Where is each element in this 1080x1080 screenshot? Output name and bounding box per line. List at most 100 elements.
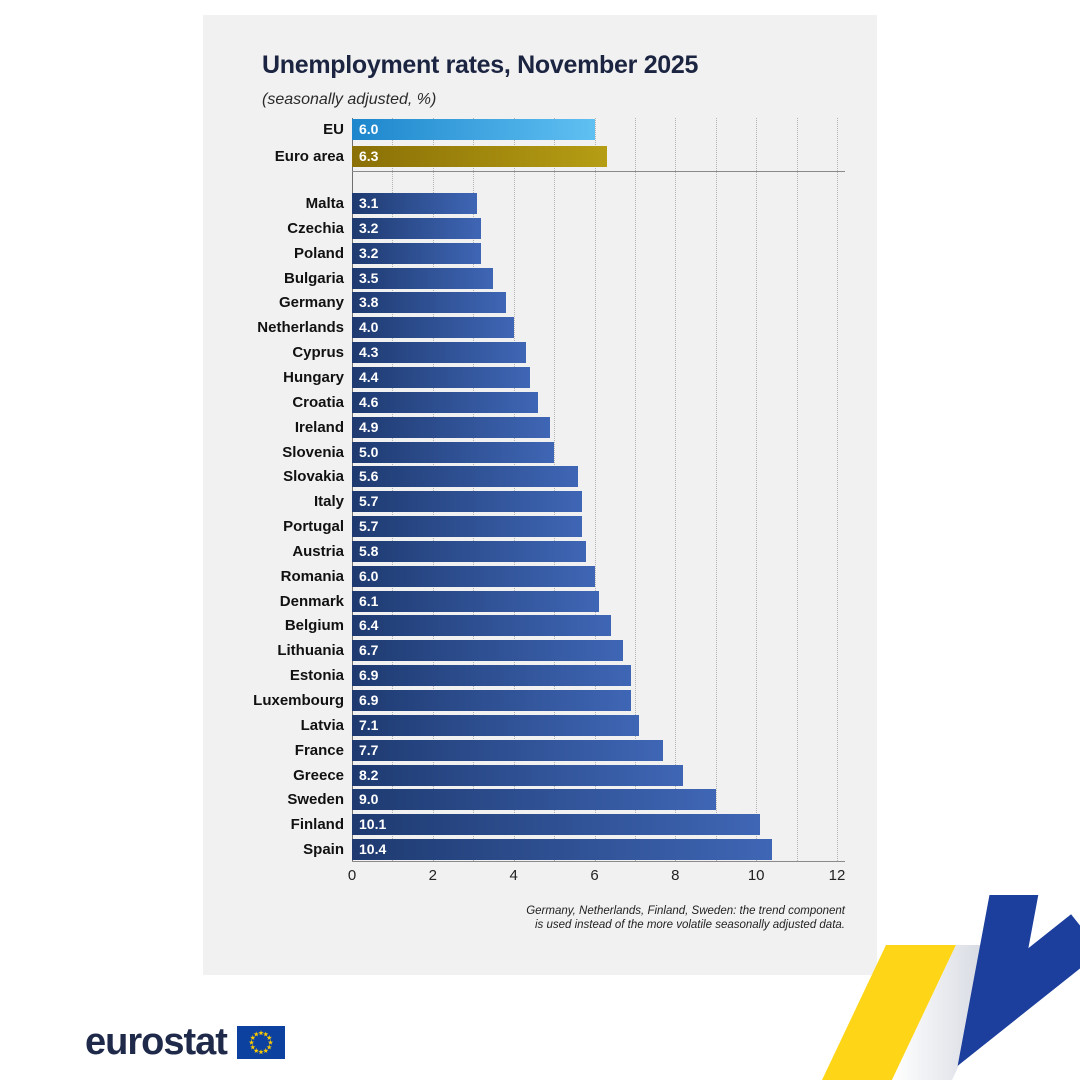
eu-flag-stars <box>248 1029 274 1054</box>
country-bar: 6.4 <box>352 615 611 637</box>
eu-flag-star <box>266 1034 272 1040</box>
country-bar: 5.0 <box>352 441 555 463</box>
bar-value-label: 6.4 <box>359 617 379 634</box>
eurostat-logo: eurostat <box>85 1022 285 1062</box>
country-bar: 3.2 <box>352 217 482 239</box>
country-bar: 6.9 <box>352 690 631 711</box>
bar-value-label: 5.8 <box>359 542 379 559</box>
bar-value-label: 4.0 <box>359 319 379 336</box>
bar-value-label: 5.6 <box>359 468 379 485</box>
gridline <box>634 118 636 861</box>
country-label: Latvia <box>300 716 344 734</box>
country-bar: 10.1 <box>352 814 761 836</box>
eu-flag-star <box>263 1030 269 1037</box>
bar-value-label: 7.7 <box>359 741 379 758</box>
country-label: Romania <box>280 567 344 585</box>
gridline <box>473 118 475 861</box>
country-bar: 7.7 <box>352 739 664 761</box>
bar-value-label: 5.0 <box>359 443 379 460</box>
gridline <box>796 118 798 861</box>
country-label: Croatia <box>292 393 344 411</box>
ribbon-blue <box>957 895 1080 1066</box>
country-bar: 5.7 <box>352 491 583 513</box>
bar-value-label: 8.2 <box>359 766 379 783</box>
country-bar: 10.4 <box>352 839 773 861</box>
country-bar: 6.7 <box>352 640 623 662</box>
country-label: Ireland <box>294 418 344 436</box>
bar-value-label: 5.7 <box>359 493 379 510</box>
x-axis-tick-label: 4 <box>509 867 518 884</box>
bar-value-label: 4.6 <box>359 393 379 410</box>
bar-value-label: 6.0 <box>359 121 379 137</box>
bar-value-label: 6.0 <box>359 567 379 584</box>
country-label: France <box>294 741 344 759</box>
country-label: Hungary <box>283 368 344 386</box>
country-bar: 6.1 <box>352 590 599 612</box>
country-bar: 3.8 <box>352 292 506 314</box>
country-label: Finland <box>290 816 344 834</box>
x-axis-tick-label: 8 <box>671 867 680 884</box>
country-bar: 7.1 <box>352 714 639 736</box>
bar-value-label: 6.7 <box>359 642 379 659</box>
brand-ribbon-graphic <box>822 895 1080 1080</box>
country-bar: 3.5 <box>352 267 494 289</box>
eu-flag-star <box>258 1048 264 1054</box>
chart-card: Unemployment rates, November 2025 (seaso… <box>203 15 877 975</box>
bar-value-label: 4.3 <box>359 344 379 361</box>
eu-flag-icon <box>236 1025 285 1059</box>
bar-value-label: 3.8 <box>359 294 379 311</box>
country-bar: 4.0 <box>352 317 514 339</box>
x-axis-tick-label: 0 <box>347 867 357 884</box>
bar-value-label: 6.9 <box>359 692 379 708</box>
eu-flag-star <box>253 1030 259 1037</box>
unemployment-bar-chart: 0 2 4 6 8 10 12 EU 6.0 Euro area 6.3 Malta 3.1 Czechi… <box>203 15 877 975</box>
bar-value-label: 6.1 <box>359 592 379 609</box>
footnote-line-2: is used instead of the more volatile sea… <box>534 919 845 931</box>
bar-value-label: 6.9 <box>359 667 379 684</box>
country-bar: 5.8 <box>352 540 587 562</box>
aggregate-separator-line <box>352 171 845 172</box>
aggregate-bar: 6.3 <box>352 146 607 167</box>
country-label: Bulgaria <box>283 269 344 287</box>
aggregate-label: Euro area <box>274 148 344 165</box>
eu-flag-star <box>263 1047 269 1053</box>
gridline <box>513 118 515 861</box>
country-label: Austria <box>292 542 344 560</box>
country-label: Germany <box>278 294 344 312</box>
gridline <box>675 118 677 861</box>
eu-flag-star <box>248 1039 255 1045</box>
eu-flag-star <box>266 1043 272 1050</box>
country-label: Cyprus <box>292 344 344 362</box>
bar-value-label: 3.1 <box>359 195 379 211</box>
country-bar: 3.2 <box>352 242 482 264</box>
x-axis-line <box>352 861 845 862</box>
bar-value-label: 3.2 <box>359 219 379 236</box>
country-label: Spain <box>303 841 344 859</box>
footnote-line-1: Germany, Netherlands, Finland, Sweden: t… <box>526 905 845 917</box>
axis-zero-line <box>352 118 353 861</box>
country-label: Poland <box>293 244 344 262</box>
country-label: Belgium <box>284 617 344 635</box>
eu-flag-star <box>267 1039 274 1045</box>
country-bar: 4.9 <box>352 416 551 438</box>
aggregate-label: EU <box>323 121 344 138</box>
country-label: Slovakia <box>283 468 344 486</box>
eu-flag-star <box>250 1043 256 1050</box>
gridline <box>432 118 434 861</box>
bar-value-label: 4.9 <box>359 418 379 435</box>
eu-flag-star <box>258 1029 264 1035</box>
bar-value-label: 7.1 <box>359 716 379 733</box>
chart-footnote: Germany, Netherlands, Finland, Sweden: t… <box>526 904 845 932</box>
country-label: Slovenia <box>282 443 344 461</box>
country-label: Lithuania <box>277 642 344 660</box>
bar-value-label: 10.1 <box>359 816 387 833</box>
aggregate-bar: 6.0 <box>352 119 595 140</box>
country-label: Italy <box>313 493 344 511</box>
chart-title: Unemployment rates, November 2025 <box>262 51 699 79</box>
country-bar: 4.4 <box>352 366 530 388</box>
country-bar: 4.6 <box>352 391 538 413</box>
chart-subtitle: (seasonally adjusted, %) <box>262 91 437 108</box>
country-bar: 5.6 <box>352 466 579 488</box>
gridline <box>594 118 596 861</box>
bar-value-label: 5.7 <box>359 518 379 535</box>
